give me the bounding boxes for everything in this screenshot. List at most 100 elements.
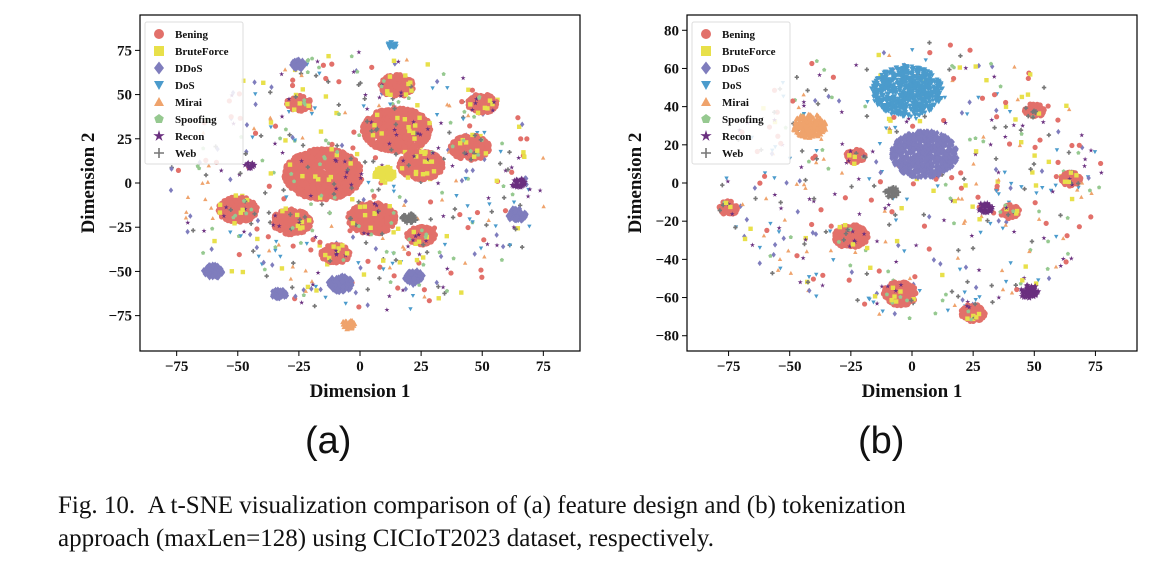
scatter-point <box>345 167 351 172</box>
scatter-point <box>250 135 255 140</box>
scatter-point <box>332 195 337 200</box>
scatter-point <box>424 250 430 255</box>
scatter-point <box>323 252 328 258</box>
scatter-point <box>405 175 411 180</box>
scatter-point <box>255 236 260 242</box>
scatter-point <box>537 187 543 193</box>
scatter-point <box>422 159 428 164</box>
scatter-point <box>406 81 411 87</box>
scatter-point <box>342 110 348 115</box>
scatter-point <box>304 188 310 195</box>
scatter-point <box>436 284 441 289</box>
scatter-point <box>329 141 335 148</box>
scatter-point <box>255 217 261 224</box>
scatter-point <box>356 304 362 310</box>
scatter-point <box>355 69 360 74</box>
scatter-point <box>466 87 471 92</box>
scatter-point <box>487 202 492 207</box>
scatter-point <box>395 59 401 64</box>
scatter-point <box>361 132 368 139</box>
scatter-point <box>420 171 426 177</box>
scatter-point <box>471 154 477 159</box>
scatter-point <box>334 152 340 158</box>
scatter-point <box>303 160 309 166</box>
scatter-point <box>339 192 346 199</box>
scatter-point <box>377 276 382 281</box>
scatter-point <box>356 167 362 174</box>
scatter-point <box>289 171 294 176</box>
scatter-point <box>326 79 331 84</box>
scatter-point <box>308 202 314 206</box>
scatter-point <box>217 210 223 215</box>
scatter-point <box>268 171 274 176</box>
scatter-point <box>256 254 261 259</box>
scatter-point <box>527 186 533 192</box>
scatter-point <box>441 71 446 76</box>
scatter-point <box>372 123 377 128</box>
scatter-point <box>497 161 503 166</box>
scatter-points <box>168 40 546 332</box>
scatter-point <box>435 145 441 151</box>
scatter-point <box>365 287 370 292</box>
scatter-point <box>525 193 531 199</box>
scatter-point <box>305 70 310 74</box>
scatter-point <box>426 298 432 304</box>
scatter-point <box>323 295 328 300</box>
scatter-point <box>452 206 458 212</box>
scatter-point <box>395 226 401 231</box>
scatter-point <box>288 276 294 281</box>
scatter-point <box>313 234 319 240</box>
scatter-point <box>444 233 449 239</box>
scatter-point <box>425 62 430 67</box>
scatter-point <box>527 224 532 229</box>
scatter-point <box>408 307 413 312</box>
scatter-point <box>353 289 358 296</box>
scatter-point <box>269 84 274 91</box>
scatter-point <box>233 193 239 198</box>
scatter-point <box>310 56 315 61</box>
scatter-point <box>485 92 492 99</box>
scatter-point <box>401 108 408 114</box>
scatter-point <box>363 217 370 224</box>
scatter-point <box>304 241 310 246</box>
scatter-point <box>393 257 399 263</box>
scatter-point <box>405 243 411 249</box>
scatter-point <box>387 102 393 107</box>
scatter-point <box>303 268 308 273</box>
scatter-point <box>272 141 278 146</box>
scatter-point <box>386 293 392 299</box>
scatter-point <box>459 290 464 295</box>
scatter-point <box>522 154 527 159</box>
scatter-point <box>348 161 353 166</box>
scatter-point <box>469 87 476 93</box>
scatter-point <box>482 156 487 163</box>
scatter-point <box>384 108 390 115</box>
scatter-point <box>300 135 305 140</box>
scatter-point <box>251 248 256 254</box>
scatter-point <box>311 163 318 170</box>
scatter-point <box>485 144 492 151</box>
scatter-point <box>201 228 207 234</box>
scatter-point <box>453 178 459 183</box>
scatter-point <box>312 106 318 111</box>
scatter-point <box>425 135 431 141</box>
scatter-point <box>308 154 315 160</box>
scatter-point <box>319 202 325 207</box>
scatter-point <box>270 262 275 268</box>
scatter-point <box>440 213 446 219</box>
scatter-point <box>363 240 369 245</box>
scatter-point <box>323 138 328 143</box>
scatter-point <box>413 110 420 116</box>
scatter-point <box>261 259 266 266</box>
scatter-point <box>493 224 498 229</box>
scatter-point <box>362 96 367 101</box>
scatter-point <box>445 86 450 91</box>
scatter-point <box>468 137 474 144</box>
scatter-point <box>265 234 271 240</box>
scatter-point <box>351 129 357 135</box>
scatter-point <box>518 136 524 142</box>
scatter-point <box>309 285 314 292</box>
scatter-point <box>480 100 486 107</box>
scatter-point <box>362 212 368 218</box>
scatter-point <box>401 134 408 141</box>
